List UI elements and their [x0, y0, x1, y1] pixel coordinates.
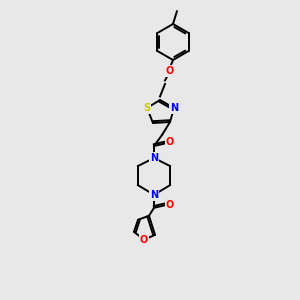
Text: O: O [166, 200, 174, 210]
Text: O: O [166, 137, 174, 147]
Text: S: S [143, 103, 151, 113]
Text: N: N [150, 153, 158, 163]
Text: O: O [166, 66, 174, 76]
Text: O: O [140, 235, 148, 245]
Text: N: N [150, 190, 158, 200]
Text: N: N [170, 103, 178, 113]
